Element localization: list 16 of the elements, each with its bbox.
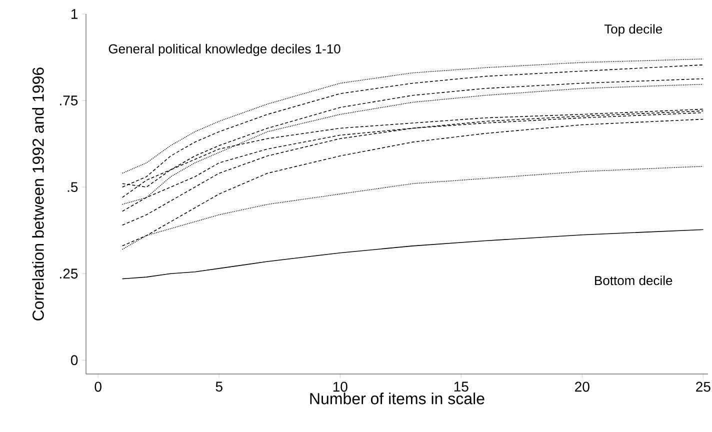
x-tick-label: 25 [696, 382, 710, 392]
x-tick-label: 15 [454, 382, 468, 392]
y-axis-title: Correlation between 1992 and 1996 [32, 68, 44, 320]
y-tick-label: .75 [60, 96, 78, 106]
y-tick-label: .5 [68, 182, 78, 192]
x-tick-label: 5 [216, 382, 222, 392]
annotation: Bottom decile [595, 276, 672, 286]
y-tick-label: 1 [71, 9, 78, 19]
y-tick-label: .25 [60, 268, 78, 279]
x-tick-label: 0 [94, 382, 102, 392]
x-tick-label: 20 [575, 382, 590, 392]
annotation: Top decile [604, 24, 662, 36]
annotation: General political knowledge deciles 1-10 [108, 44, 340, 56]
x-tick-label: 10 [333, 382, 348, 392]
y-tick-label: 0 [70, 355, 78, 366]
x-axis-title: Number of items in scale [310, 392, 484, 404]
